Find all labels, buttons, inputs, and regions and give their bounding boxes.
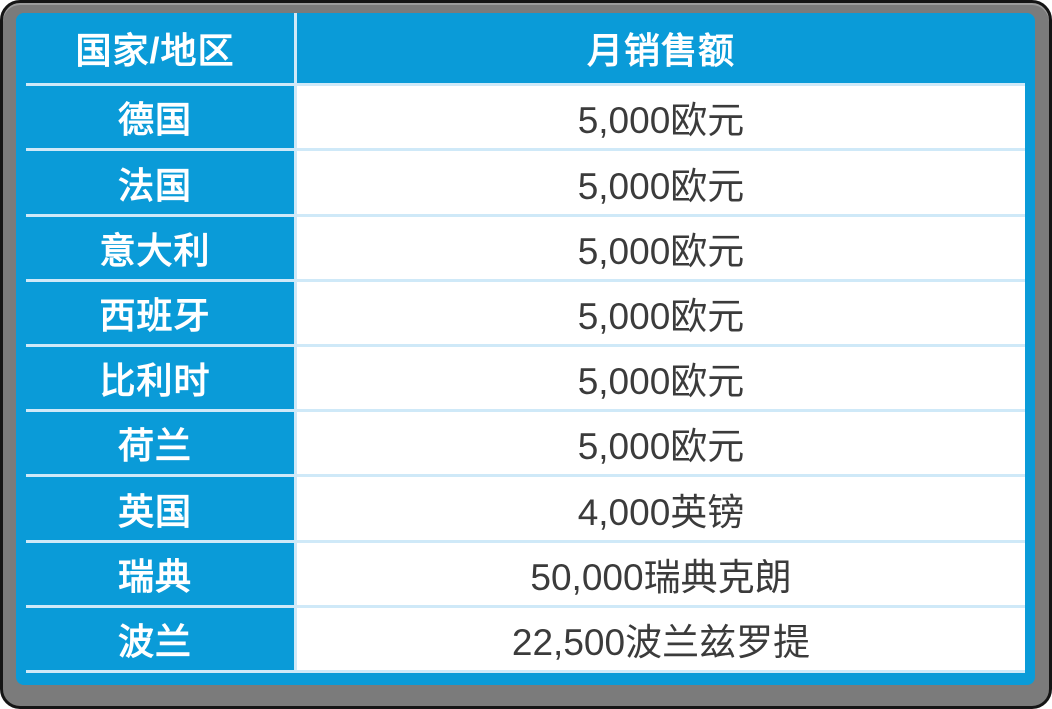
table-row: 英国 4,000英镑	[16, 477, 1025, 540]
sales-cell: 22,500波兰兹罗提	[294, 607, 1025, 670]
sales-cell: 5,000欧元	[294, 347, 1025, 410]
country-cell: 英国	[16, 477, 294, 540]
row-separator	[26, 669, 1025, 673]
country-cell: 法国	[16, 151, 294, 214]
country-cell: 西班牙	[16, 281, 294, 345]
table-row: 意大利 5,000欧元	[16, 216, 1025, 279]
table-row: 瑞典 50,000瑞典克朗	[16, 542, 1025, 605]
table-row: 比利时 5,000欧元	[16, 347, 1025, 410]
sales-cell: 4,000英镑	[294, 477, 1025, 540]
row-separator	[26, 539, 1025, 543]
sales-cell: 5,000欧元	[294, 216, 1025, 279]
row-separator	[26, 474, 1025, 478]
sales-cell: 5,000欧元	[294, 86, 1025, 149]
country-cell: 荷兰	[16, 412, 294, 475]
country-cell: 德国	[16, 86, 294, 149]
table-header-row: 国家/地区 月销售额	[16, 13, 1025, 84]
row-separator	[26, 148, 1025, 152]
table-row: 荷兰 5,000欧元	[16, 412, 1025, 475]
sales-cell: 50,000瑞典克朗	[294, 542, 1025, 605]
sales-cell: 5,000欧元	[294, 412, 1025, 475]
table-row: 波兰 22,500波兰兹罗提	[16, 607, 1025, 670]
table-row: 德国 5,000欧元	[16, 86, 1025, 149]
header-country: 国家/地区	[16, 13, 294, 84]
row-separator	[26, 83, 1025, 87]
country-cell: 波兰	[16, 607, 294, 670]
country-cell: 比利时	[16, 347, 294, 410]
sales-table: 国家/地区 月销售额 德国 5,000欧元 法国 5,000欧元 意大利 5,0…	[16, 13, 1035, 685]
row-separator	[26, 344, 1025, 348]
row-separator	[26, 213, 1025, 217]
country-cell: 意大利	[16, 216, 294, 279]
sales-cell: 5,000欧元	[294, 151, 1025, 214]
row-separator	[26, 604, 1025, 608]
header-sales: 月销售额	[294, 13, 1025, 84]
country-cell: 瑞典	[16, 542, 294, 605]
sales-cell: 5,000欧元	[294, 281, 1025, 345]
table-row: 法国 5,000欧元	[16, 151, 1025, 214]
row-separator	[26, 409, 1025, 413]
row-separator	[26, 278, 1025, 282]
table-row: 西班牙 5,000欧元	[16, 281, 1025, 345]
